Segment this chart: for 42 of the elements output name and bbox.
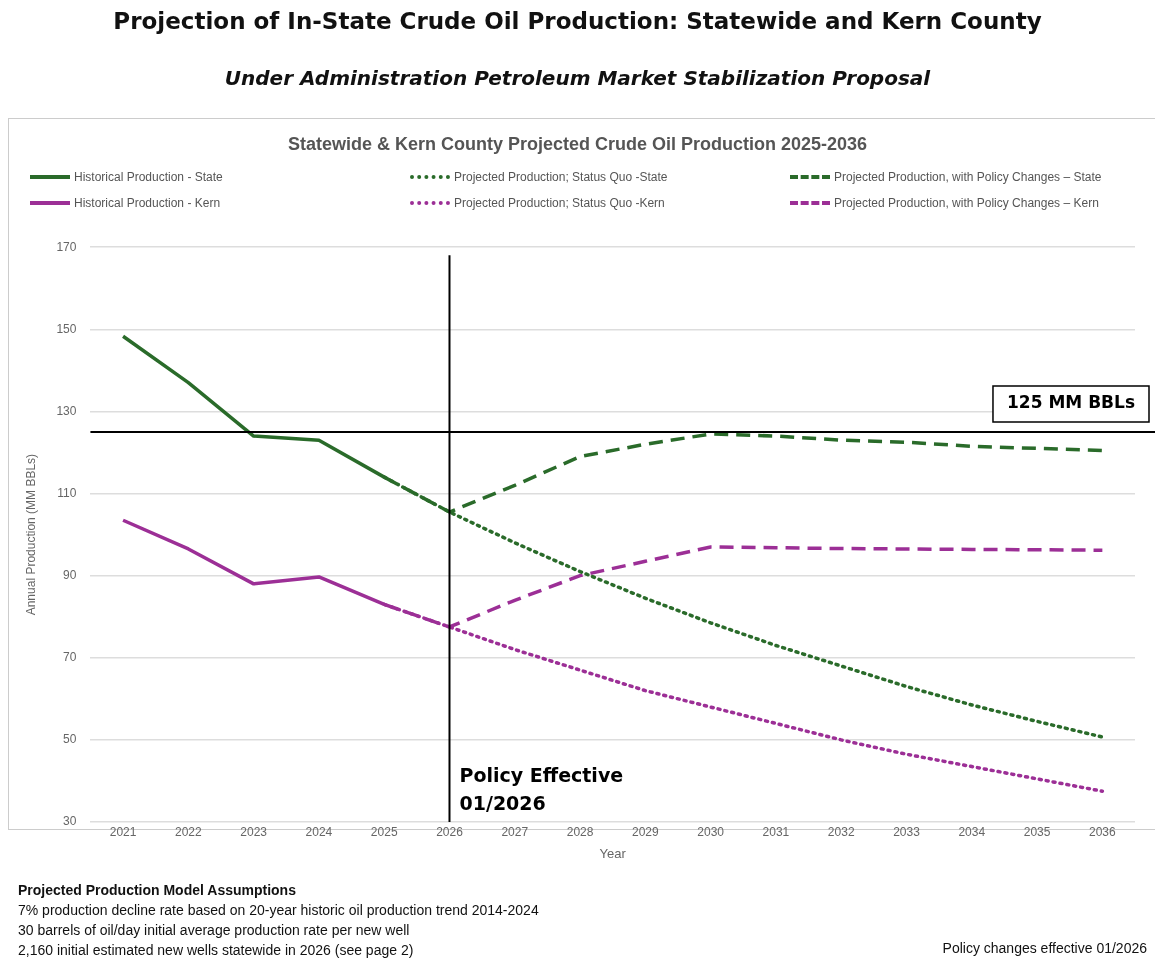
ref-line-label: 125 MM BBLs <box>1006 392 1135 413</box>
legend-label: Projected Production; Status Quo -Kern <box>454 196 665 210</box>
x-tick-label: 2032 <box>827 824 855 839</box>
x-tick-label: 2028 <box>566 824 594 839</box>
text: 7% production decline rate based on 20-year historic oil production trend 2014-2024 <box>18 901 539 920</box>
x-tick-label: 2035 <box>1023 824 1051 839</box>
y-axis-title: Annual Production (MM BBLs) <box>23 453 38 616</box>
text: Projected Production Model Assumptions <box>18 881 297 900</box>
chart-subtitle: Under Administration Petroleum Market Stabilization Proposal <box>223 66 932 90</box>
y-tick-label: 70 <box>63 650 77 665</box>
legend-label: Projected Production, with Policy Changes – Kern <box>834 196 1099 210</box>
y-tick-label: 30 <box>63 814 77 829</box>
y-tick-label: 90 <box>63 567 77 582</box>
y-tick-label: 50 <box>63 732 77 747</box>
x-tick-label: 2027 <box>501 824 529 839</box>
x-tick-label: 2031 <box>762 824 790 839</box>
legend-label: Historical Production - Kern <box>74 196 221 210</box>
text: 2,160 initial estimated new wells statewide in 2026 (see page 2) <box>18 941 415 960</box>
x-tick-label: 2023 <box>240 824 268 839</box>
legend-label: Projected Production; Status Quo -State <box>454 170 668 184</box>
legend-label: Historical Production - State <box>74 170 223 184</box>
x-tick-label: 2030 <box>697 824 725 839</box>
text: Policy changes effective 01/2026 <box>942 940 1147 956</box>
y-tick-label: 170 <box>56 239 77 254</box>
text: 30 barrels of oil/day initial average production rate per new well <box>18 921 411 940</box>
x-axis-title: Year <box>599 845 627 861</box>
legend-label: Projected Production, with Policy Changes – State <box>834 170 1102 184</box>
text: Statewide & Kern County Projected Crude Oil Production 2025-2036 <box>286 134 869 155</box>
x-tick-label: 2024 <box>305 824 333 839</box>
x-tick-label: 2025 <box>370 824 398 839</box>
y-tick-label: 110 <box>57 485 77 500</box>
x-tick-label: 2026 <box>436 824 464 839</box>
x-tick-label: 2034 <box>958 824 986 839</box>
x-tick-label: 2033 <box>893 824 921 839</box>
chart-title: Projection of In-State Crude Oil Production: Statewide and Kern County <box>112 8 1043 34</box>
x-tick-label: 2021 <box>109 824 137 839</box>
x-tick-label: 2036 <box>1089 824 1117 839</box>
x-tick-label: 2029 <box>632 824 660 839</box>
y-tick-label: 150 <box>56 321 77 336</box>
ref-line-label: Policy Effective 01/2026 <box>459 764 624 814</box>
x-tick-label: 2022 <box>175 824 203 839</box>
y-tick-label: 130 <box>56 403 77 418</box>
